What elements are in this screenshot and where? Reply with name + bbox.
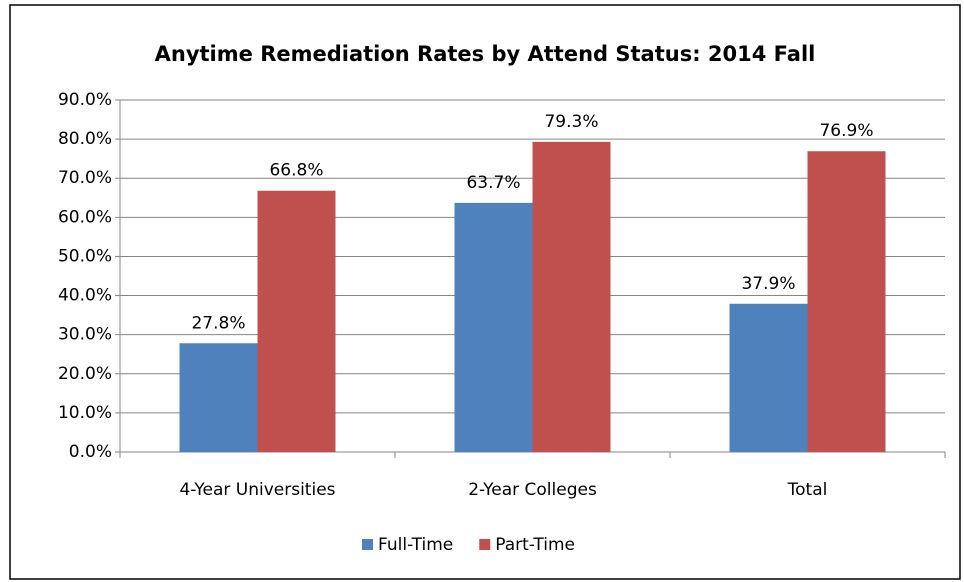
x-tick-label: 4-Year Universities — [179, 480, 335, 500]
y-tick-label: 0.0% — [69, 442, 112, 462]
bar — [532, 141, 611, 453]
bar — [179, 343, 258, 452]
chart-title: Anytime Remediation Rates by Attend Stat… — [155, 42, 816, 66]
data-label: 66.8% — [269, 161, 323, 181]
y-tick-label: 80.0% — [58, 129, 112, 149]
data-label: 37.9% — [741, 274, 795, 294]
legend-swatch — [479, 539, 491, 550]
bar — [454, 202, 533, 452]
legend-label: Part-Time — [495, 535, 575, 555]
legend-label: Full-Time — [378, 535, 453, 555]
x-tick-label: Total — [787, 480, 828, 500]
bar — [257, 190, 336, 452]
y-tick-label: 90.0% — [58, 90, 112, 110]
y-tick-label: 50.0% — [58, 246, 112, 266]
data-label: 76.9% — [819, 121, 873, 141]
y-tick-label: 60.0% — [58, 207, 112, 227]
y-tick-label: 30.0% — [58, 325, 112, 345]
y-tick-label: 20.0% — [58, 364, 112, 384]
y-tick-label: 10.0% — [58, 403, 112, 423]
bar — [807, 151, 886, 453]
data-label: 63.7% — [466, 173, 520, 193]
data-label: 79.3% — [544, 112, 598, 132]
legend-swatch — [362, 539, 373, 550]
y-tick-label: 70.0% — [58, 168, 112, 188]
data-label: 27.8% — [191, 313, 245, 333]
y-tick-label: 40.0% — [58, 286, 112, 306]
x-tick-label: 2-Year Colleges — [468, 480, 597, 500]
bar — [729, 303, 808, 452]
